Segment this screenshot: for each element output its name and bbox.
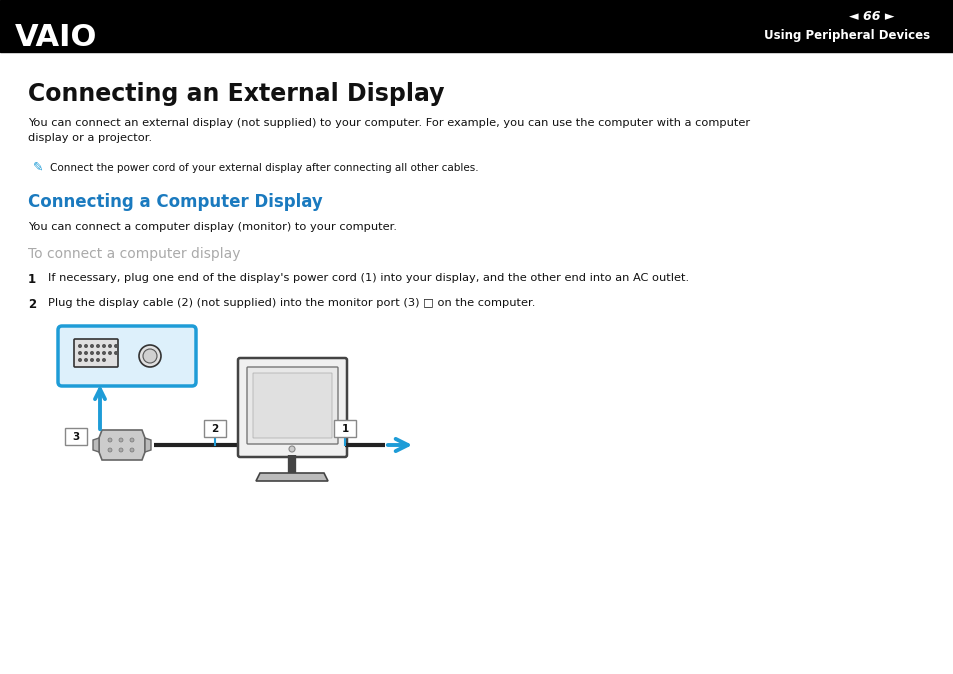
Circle shape bbox=[130, 438, 133, 442]
Bar bbox=[334, 420, 355, 437]
Circle shape bbox=[78, 352, 81, 355]
Text: 2: 2 bbox=[212, 423, 218, 433]
Circle shape bbox=[119, 448, 123, 452]
Circle shape bbox=[85, 352, 88, 355]
Circle shape bbox=[96, 359, 99, 361]
Circle shape bbox=[103, 359, 105, 361]
Polygon shape bbox=[145, 438, 151, 452]
Text: display or a projector.: display or a projector. bbox=[28, 133, 152, 143]
Circle shape bbox=[103, 352, 105, 355]
Text: You can connect an external display (not supplied) to your computer. For example: You can connect an external display (not… bbox=[28, 118, 749, 128]
Text: Plug the display cable (2) (not supplied) into the monitor port (3) □ on the com: Plug the display cable (2) (not supplied… bbox=[48, 298, 535, 308]
Text: Connecting a Computer Display: Connecting a Computer Display bbox=[28, 193, 322, 211]
Bar bbox=[204, 420, 226, 437]
Circle shape bbox=[85, 344, 88, 347]
FancyBboxPatch shape bbox=[74, 339, 118, 367]
Circle shape bbox=[103, 344, 105, 347]
Bar bbox=[0, 0, 953, 52]
Text: 1: 1 bbox=[28, 273, 36, 286]
Polygon shape bbox=[92, 438, 99, 452]
Circle shape bbox=[143, 349, 157, 363]
Circle shape bbox=[91, 352, 93, 355]
Circle shape bbox=[96, 352, 99, 355]
Circle shape bbox=[289, 446, 294, 452]
Text: 2: 2 bbox=[28, 298, 36, 311]
Polygon shape bbox=[99, 430, 145, 460]
Circle shape bbox=[119, 438, 123, 442]
Circle shape bbox=[139, 345, 161, 367]
Circle shape bbox=[114, 352, 117, 355]
Text: ◄ 66 ►: ◄ 66 ► bbox=[848, 9, 894, 22]
Text: If necessary, plug one end of the display's power cord (1) into your display, an: If necessary, plug one end of the displa… bbox=[48, 273, 688, 283]
Text: 3: 3 bbox=[72, 431, 79, 441]
Circle shape bbox=[96, 344, 99, 347]
Circle shape bbox=[78, 359, 81, 361]
Circle shape bbox=[78, 344, 81, 347]
Circle shape bbox=[91, 344, 93, 347]
Circle shape bbox=[91, 359, 93, 361]
FancyBboxPatch shape bbox=[58, 326, 195, 386]
Text: You can connect a computer display (monitor) to your computer.: You can connect a computer display (moni… bbox=[28, 222, 396, 232]
Circle shape bbox=[108, 448, 112, 452]
Text: 1: 1 bbox=[341, 423, 348, 433]
Circle shape bbox=[85, 359, 88, 361]
Text: To connect a computer display: To connect a computer display bbox=[28, 247, 240, 261]
Circle shape bbox=[130, 448, 133, 452]
FancyBboxPatch shape bbox=[253, 373, 332, 438]
Text: Connect the power cord of your external display after connecting all other cable: Connect the power cord of your external … bbox=[50, 163, 478, 173]
Text: VAIO: VAIO bbox=[15, 24, 97, 53]
Circle shape bbox=[114, 344, 117, 347]
FancyBboxPatch shape bbox=[237, 358, 347, 457]
Polygon shape bbox=[255, 473, 328, 481]
FancyBboxPatch shape bbox=[247, 367, 337, 444]
Text: Connecting an External Display: Connecting an External Display bbox=[28, 82, 444, 106]
Text: Using Peripheral Devices: Using Peripheral Devices bbox=[763, 30, 929, 42]
Circle shape bbox=[109, 352, 112, 355]
Circle shape bbox=[109, 344, 112, 347]
Bar bbox=[65, 428, 87, 445]
Text: ✎: ✎ bbox=[32, 161, 43, 174]
Circle shape bbox=[108, 438, 112, 442]
